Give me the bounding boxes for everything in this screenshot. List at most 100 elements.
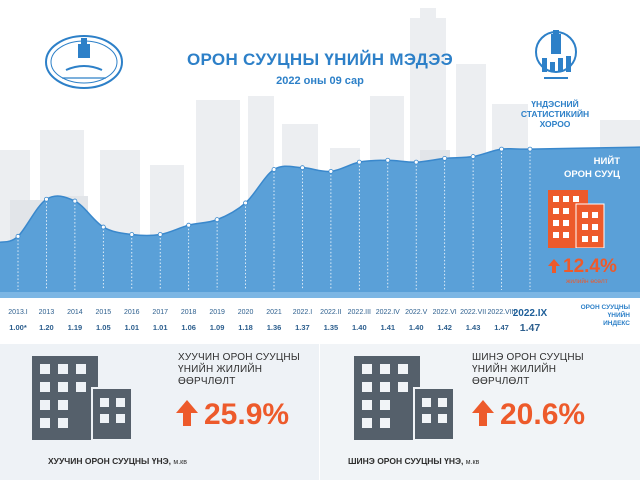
value-label: 1.40 [352, 323, 367, 332]
total-housing-label: НИЙТ ОРОН СУУЦ [520, 155, 620, 181]
new-housing-change-label-line: ҮНИЙН ЖИЛИЙН [472, 364, 557, 375]
org-name-line: СТАТИСТИКИЙН [520, 109, 590, 119]
value-label: 1.43 [466, 323, 481, 332]
category-label: 2019 [209, 309, 225, 316]
value-label: 1.20 [39, 323, 54, 332]
category-label: 2021 [266, 309, 282, 316]
category-label: 2022.II [320, 309, 341, 316]
old-housing-change-label-line: ХУУЧИН ОРОН СУУЦНЫ [178, 352, 300, 363]
new-housing-change-label-line: ШИНЭ ОРОН СУУЦНЫ [472, 352, 584, 363]
total-change-value: 12.4% [548, 256, 630, 278]
category-label: 2022.I [293, 309, 313, 316]
page-subtitle: 2022 оны 09 сар [276, 75, 364, 87]
building-icon [32, 356, 133, 440]
value-label: 1.47 [520, 322, 541, 334]
value-label: 1.40 [409, 323, 424, 332]
index-point [356, 159, 362, 165]
new-housing-change-label-line: ӨӨРЧЛӨЛТ [472, 376, 530, 387]
index-point [413, 159, 419, 165]
value-label: 1.36 [267, 323, 282, 332]
category-label: 2017 [152, 309, 168, 316]
index-point [214, 217, 220, 223]
new-housing-change-label: ШИНЭ ОРОН СУУЦНЫ ҮНИЙН ЖИЛИЙН ӨӨРЧЛӨЛТ [472, 352, 584, 388]
category-label: 2020 [238, 309, 254, 316]
mongolbank-logo [45, 35, 123, 89]
new-housing-price-label: ШИНЭ ОРОН СУУЦНЫ ҮНЭ, м.кв [348, 456, 479, 466]
price-index-chart: 2013.I 1.00* 2013 1.20 2014 1.19 2015 1.05 2016 1… [0, 146, 640, 334]
index-point [499, 146, 504, 152]
nso-logo [535, 30, 577, 79]
total-change-pct: 12.4% [563, 256, 617, 277]
org-name-line: ХОРОО [539, 119, 571, 129]
value-label: 1.01 [124, 323, 139, 332]
old-housing-change-pct: 25.9% [204, 398, 290, 431]
index-point [44, 196, 49, 202]
up-arrow-icon [548, 259, 560, 273]
value-label: 1.01 [153, 323, 168, 332]
value-label: 1.19 [68, 323, 83, 332]
area-base-band [0, 292, 640, 298]
index-point [470, 154, 476, 159]
category-label: 2022.V [405, 309, 428, 316]
org-name: ҮНДЭСНИЙ СТАТИСТИКИЙН ХОРОО [500, 99, 610, 129]
new-housing-change-pct: 20.6% [500, 398, 586, 431]
value-label: 1.09 [210, 323, 225, 332]
value-label: 1.42 [437, 323, 452, 332]
org-name-line: ҮНДЭСНИЙ [531, 99, 579, 109]
index-point [100, 224, 106, 230]
category-label: 2014 [67, 309, 83, 316]
category-label: 2022.IX [513, 308, 548, 319]
index-series-label-line: ИНДЕКС [603, 320, 630, 327]
old-housing-change-label-line: ӨӨРЧЛӨЛТ [178, 376, 236, 387]
index-point [186, 222, 192, 228]
building-icon [548, 190, 605, 248]
building-icon [354, 356, 455, 440]
total-housing-label-line: ОРОН СУУЦ [564, 169, 620, 180]
category-label: 2022.VII [460, 309, 486, 316]
value-label: 1.06 [181, 323, 196, 332]
value-label: 1.00* [9, 323, 27, 332]
category-label: 2018 [181, 309, 197, 316]
total-change-caption: жилийн өсөлт [566, 278, 608, 285]
category-label: 2013 [39, 309, 55, 316]
old-housing-change-value: 25.9% [176, 398, 289, 432]
value-label: 1.37 [295, 323, 310, 332]
category-label: 2022.VI [433, 309, 457, 316]
up-arrow-icon [176, 400, 198, 426]
old-housing-change-label-line: ҮНИЙН ЖИЛИЙН [178, 364, 263, 375]
index-point [157, 232, 163, 237]
index-point [527, 146, 533, 152]
category-label: 2016 [124, 309, 140, 316]
new-housing-price-unit: м.кв [465, 459, 480, 466]
index-point [271, 167, 277, 172]
value-label: 1.47 [494, 323, 509, 332]
index-series-label-line: ҮНИЙН [607, 312, 630, 319]
index-point [15, 233, 21, 239]
new-housing-price-title: ШИНЭ ОРОН СУУЦНЫ ҮНЭ, [348, 456, 464, 466]
category-label: 2022.III [348, 309, 371, 316]
new-housing-change-value: 20.6% [472, 398, 585, 432]
old-housing-price-unit: м.кв [173, 459, 187, 466]
category-label: 2022.IV [376, 309, 400, 316]
index-point [72, 198, 78, 204]
value-label: 1.35 [324, 323, 339, 332]
total-housing-label-line: НИЙТ [593, 156, 620, 167]
index-point [328, 168, 334, 174]
old-housing-change-label: ХУУЧИН ОРОН СУУЦНЫ ҮНИЙН ЖИЛИЙН ӨӨРЧЛӨЛТ [178, 352, 300, 388]
index-point [129, 232, 135, 237]
up-arrow-icon [472, 400, 494, 426]
old-housing-panel: ХУУЧИН ОРОН СУУЦНЫ ҮНИЙН ЖИЛИЙН ӨӨРЧЛӨЛТ… [0, 344, 320, 480]
index-point [442, 155, 448, 161]
value-label: 1.41 [380, 323, 395, 332]
index-point [385, 157, 391, 163]
value-label: 1.18 [238, 323, 253, 332]
value-label: 1.05 [96, 323, 111, 332]
index-point [243, 200, 248, 206]
old-housing-price-label: ХУУЧИН ОРОН СУУЦНЫ ҮНЭ, м.кв [48, 456, 187, 466]
page-title: ОРОН СУУЦНЫ ҮНИЙН МЭДЭЭ [186, 50, 454, 69]
category-label: 2022.VIII [488, 309, 516, 316]
new-housing-panel: ШИНЭ ОРОН СУУЦНЫ ҮНИЙН ЖИЛИЙН ӨӨРЧЛӨЛТ 2… [320, 344, 640, 480]
category-label: 2013.I [8, 309, 28, 316]
old-housing-price-title: ХУУЧИН ОРОН СУУЦНЫ ҮНЭ, [48, 456, 172, 466]
index-series-label-line: ОРОН СУУЦНЫ [580, 304, 630, 311]
